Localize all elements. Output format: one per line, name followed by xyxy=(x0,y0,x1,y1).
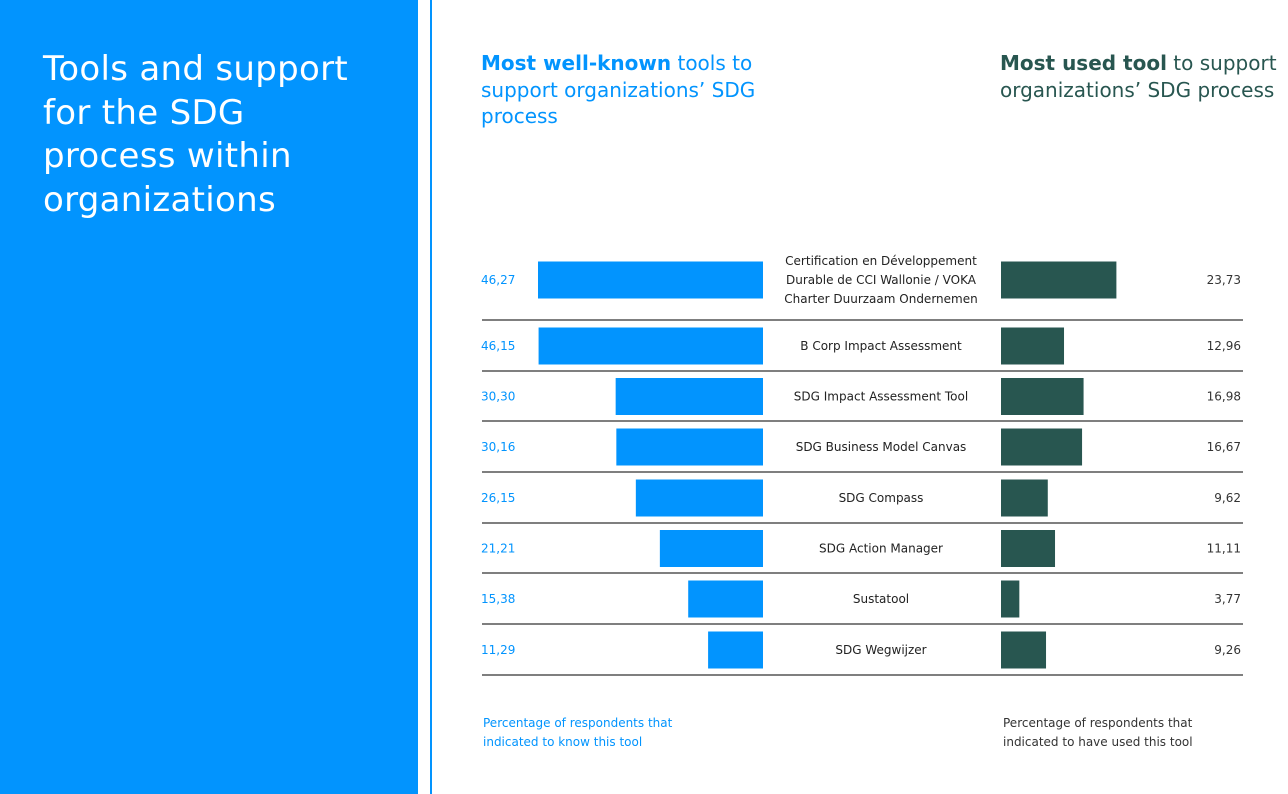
category-label-line: SDG Wegwijzer xyxy=(835,643,926,657)
known-value-label: 30,30 xyxy=(481,390,515,404)
known-value-label: 46,15 xyxy=(481,339,515,353)
category-label: SDG Compass xyxy=(839,491,924,505)
category-label-line: Durable de CCI Wallonie / VOKA xyxy=(786,273,977,287)
used-value-label: 23,73 xyxy=(1207,273,1241,287)
used-bar xyxy=(1001,631,1047,669)
known-bar xyxy=(538,261,763,299)
used-value-label: 9,62 xyxy=(1214,491,1241,505)
heading-known-rest: tools to support organizations’ SDG proc… xyxy=(481,51,756,128)
used-value-label: 9,26 xyxy=(1214,643,1241,657)
known-bar xyxy=(659,530,763,567)
used-bar xyxy=(1001,580,1020,618)
heading-known-highlight: Most well-known xyxy=(481,51,672,75)
category-label: SDG Impact Assessment Tool xyxy=(794,390,968,404)
used-bar xyxy=(1001,530,1056,567)
used-value-label: 16,67 xyxy=(1207,440,1241,454)
category-label-line: B Corp Impact Assessment xyxy=(800,339,962,353)
used-bar xyxy=(1001,261,1117,299)
category-label-line: Sustatool xyxy=(853,592,909,606)
known-bar xyxy=(616,428,763,466)
known-value-label: 30,16 xyxy=(481,440,515,454)
heading-used-rest: to support organizations’ SDG process xyxy=(1000,51,1277,102)
known-bar xyxy=(615,378,763,415)
category-label-line: Charter Duurzaam Ondernemen xyxy=(784,292,977,306)
known-value-label: 21,21 xyxy=(481,542,515,556)
category-label-line: SDG Impact Assessment Tool xyxy=(794,390,968,404)
heading-most-known: Most well-known tools to support organiz… xyxy=(481,50,781,130)
category-label: SDG Business Model Canvas xyxy=(796,440,967,454)
category-label-line: SDG Business Model Canvas xyxy=(796,440,967,454)
known-value-label: 15,38 xyxy=(481,592,515,606)
known-bar xyxy=(688,580,763,618)
category-label: SDG Wegwijzer xyxy=(835,643,926,657)
used-bar xyxy=(1001,378,1084,415)
used-value-label: 3,77 xyxy=(1214,592,1241,606)
known-value-label: 26,15 xyxy=(481,491,515,505)
known-bar xyxy=(635,479,763,517)
used-value-label: 16,98 xyxy=(1207,390,1241,404)
known-bar xyxy=(708,631,763,669)
vertical-divider xyxy=(430,0,432,794)
category-label-line: Certification en Développement xyxy=(785,254,977,268)
footnote-used: Percentage of respondents that indicated… xyxy=(1003,716,1193,749)
used-bar xyxy=(1001,327,1065,365)
known-value-label: 46,27 xyxy=(481,273,515,287)
category-label: B Corp Impact Assessment xyxy=(800,339,962,353)
category-label: Sustatool xyxy=(853,592,909,606)
used-value-label: 12,96 xyxy=(1207,339,1241,353)
used-bar xyxy=(1001,479,1048,517)
heading-most-used: Most used tool to support organizations’… xyxy=(1000,50,1280,103)
footnote-known: Percentage of respondents that indicated… xyxy=(483,716,673,749)
side-panel: Tools and support for the SDG process wi… xyxy=(0,0,418,794)
category-label-line: SDG Compass xyxy=(839,491,924,505)
used-bar xyxy=(1001,428,1083,466)
used-value-label: 11,11 xyxy=(1207,542,1241,556)
heading-used-highlight: Most used tool xyxy=(1000,51,1167,75)
known-bar xyxy=(538,327,763,365)
known-value-label: 11,29 xyxy=(481,643,515,657)
category-label: Certification en Développement Durable de… xyxy=(784,254,977,306)
category-label: SDG Action Manager xyxy=(819,542,943,556)
page-title: Tools and support for the SDG process wi… xyxy=(43,49,348,220)
category-label-line: SDG Action Manager xyxy=(819,542,943,556)
